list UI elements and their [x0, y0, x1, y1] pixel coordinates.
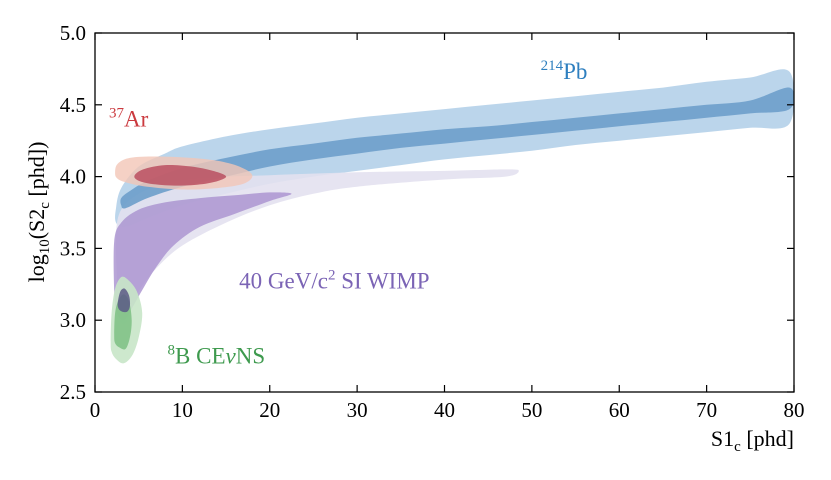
pb214-inner-region	[120, 87, 794, 209]
x-tick-label: 20	[259, 398, 280, 422]
x-axis-label: S1c [phd]	[711, 426, 794, 455]
x-tick-label: 70	[696, 398, 717, 422]
y-tick-label: 4.5	[60, 93, 86, 117]
y-tick-label: 3.5	[60, 236, 86, 260]
x-tick-label: 30	[347, 398, 368, 422]
pb214-outer-region	[115, 69, 794, 228]
wimp-label: 40 GeV/c2 SI WIMP	[239, 268, 429, 294]
wimp-inner-region	[113, 192, 292, 321]
ticks-layer: 0 10 20 30 40 50 60 70 80 2.5 3.0 3.5 4.0 4.5 5.0	[60, 21, 805, 422]
x-tick-label: 80	[784, 398, 805, 422]
pb214-label: 214Pb	[541, 58, 588, 84]
y-tick-label: 2.5	[60, 380, 86, 404]
x-tick-label: 60	[609, 398, 630, 422]
x-tick-label: 50	[521, 398, 542, 422]
x-tick-label: 10	[172, 398, 193, 422]
b8-label: 8B CEνNS	[168, 342, 266, 368]
regions-layer	[110, 69, 794, 364]
y-tick-label: 3.0	[60, 308, 86, 332]
y-tick-label: 5.0	[60, 21, 86, 45]
ar37-inner-region	[134, 164, 227, 186]
b8-core-region	[117, 288, 131, 313]
region-labels-layer: 214Pb 40 GeV/c2 SI WIMP 37Ar 8B CEνNS	[109, 58, 587, 368]
ar37-label: 37Ar	[109, 105, 149, 131]
y-axis-label: log10(S2c [phd])	[24, 142, 53, 283]
x-tick-label: 40	[434, 398, 455, 422]
x-tick-label: 0	[90, 398, 101, 422]
y-tick-label: 4.0	[60, 165, 86, 189]
